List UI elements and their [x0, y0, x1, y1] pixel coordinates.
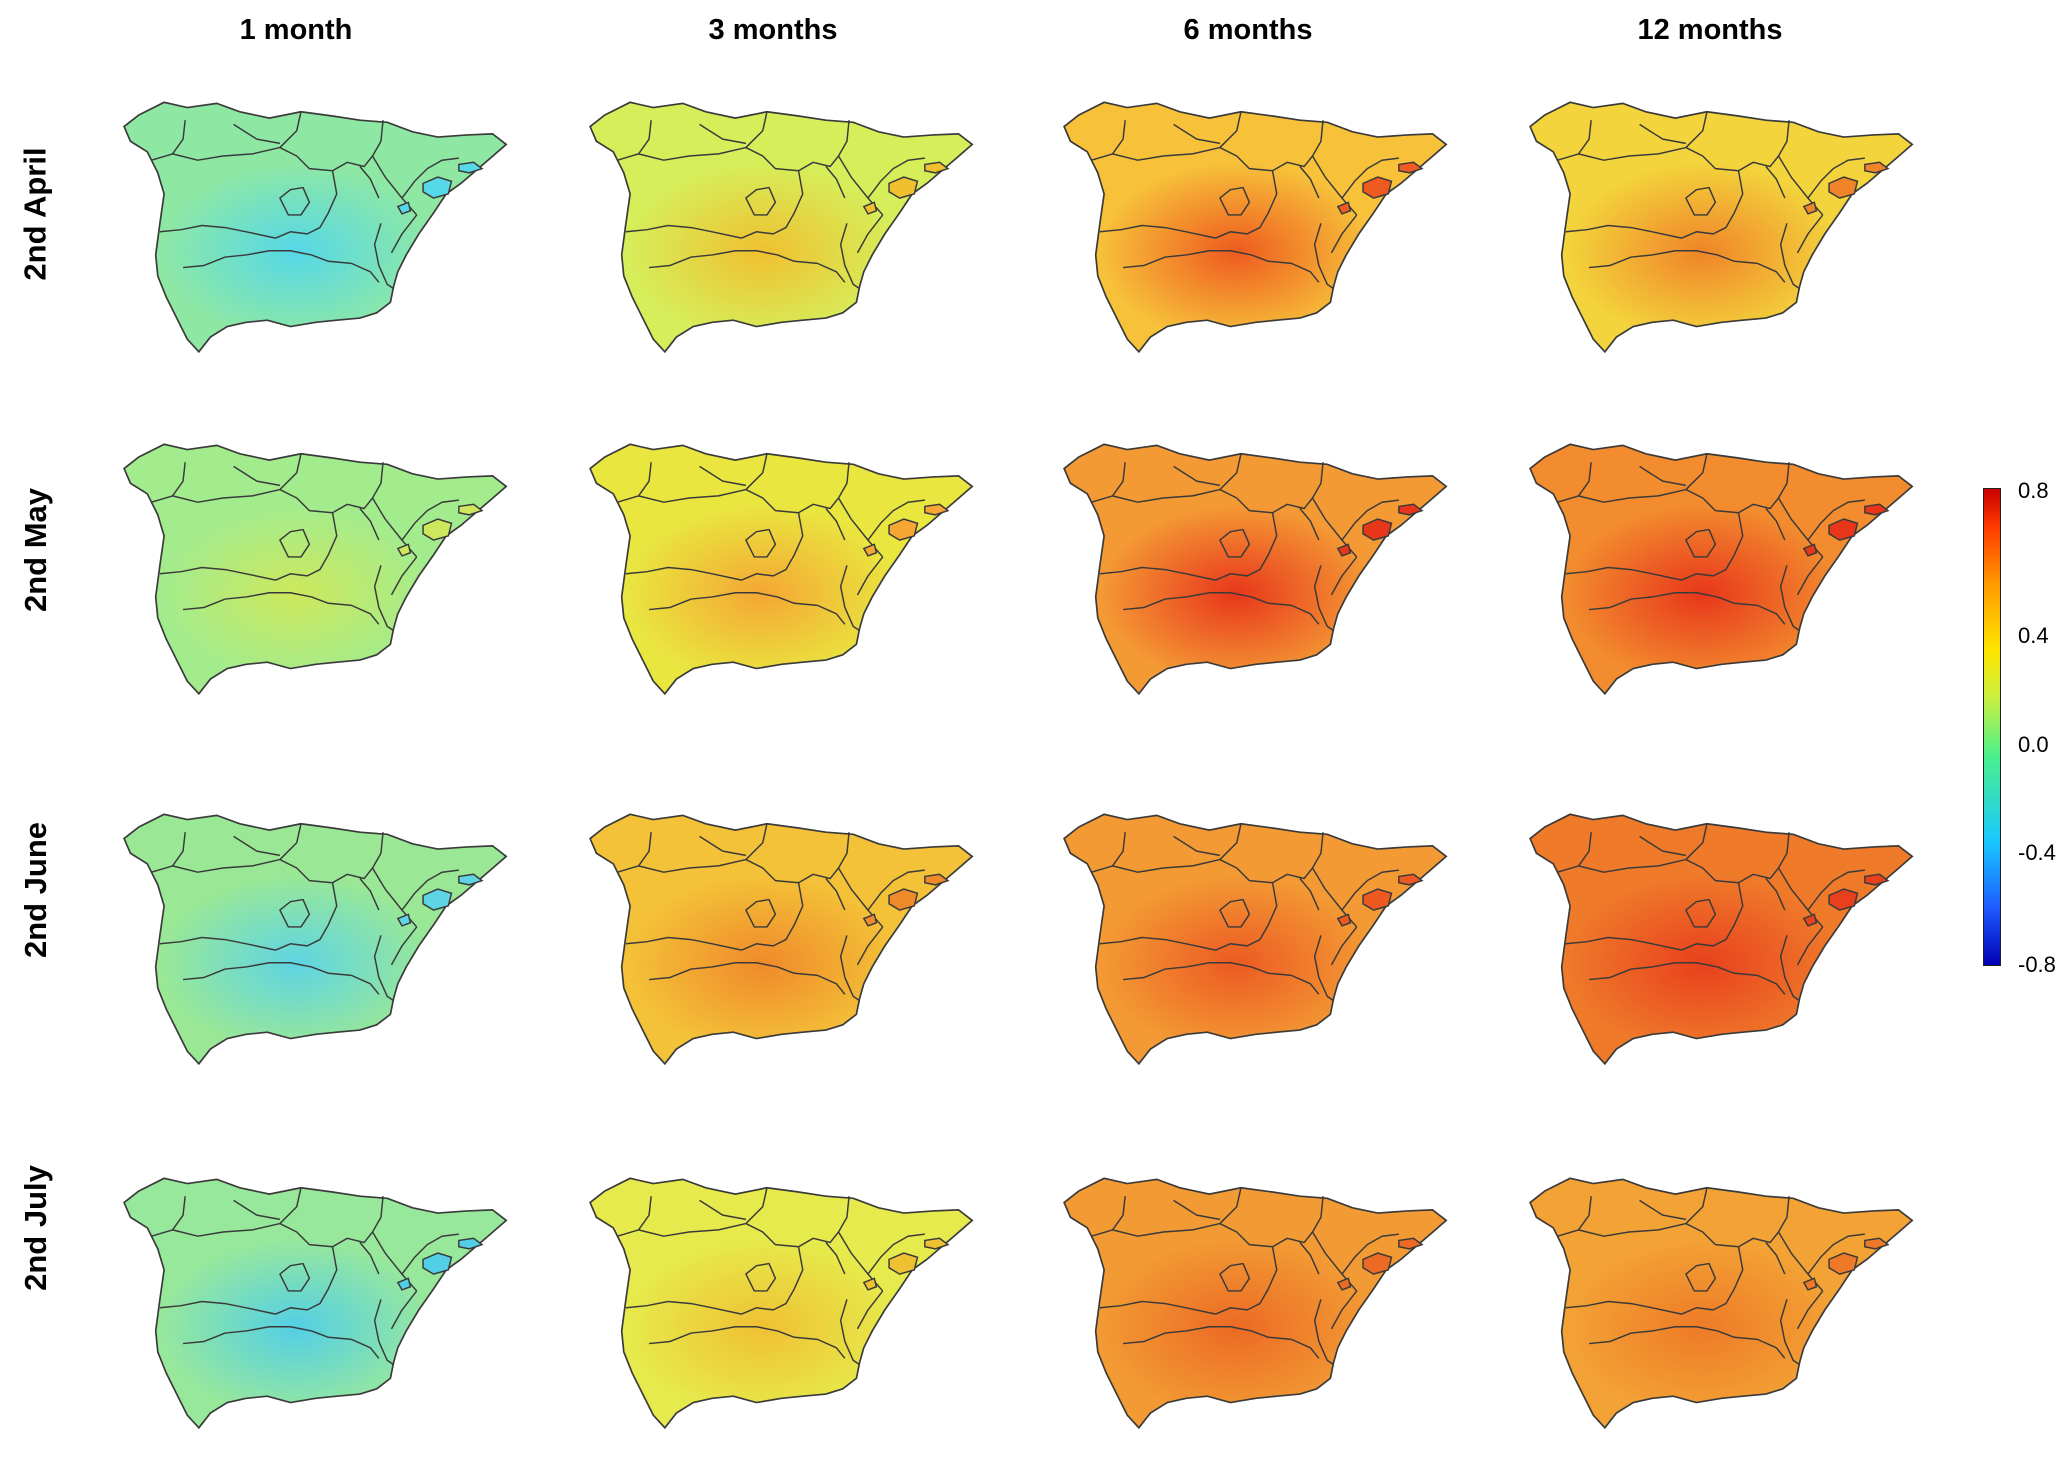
- map-panel-2nd-july-12-months: [1529, 1177, 1914, 1429]
- map-panel-2nd-june-12-months: [1529, 813, 1914, 1065]
- spain-shape: [1529, 813, 1914, 1065]
- colorbar-tick-0.4: 0.4: [2018, 623, 2049, 648]
- column-header-1-month: 1 month: [239, 14, 353, 46]
- map-panel-2nd-june-6-months: [1063, 813, 1448, 1065]
- spain-shape: [123, 1177, 508, 1429]
- map-panel-2nd-april-12-months: [1529, 101, 1914, 353]
- colorbar-tick-0.0: 0.0: [2018, 732, 2049, 757]
- map-panel-2nd-april-1-month: [123, 101, 508, 353]
- row-header-2nd-july: 2nd July: [18, 1165, 54, 1291]
- map-panel-2nd-june-1-month: [123, 813, 508, 1065]
- spain-shape: [1063, 1177, 1448, 1429]
- map-panel-2nd-july-1-month: [123, 1177, 508, 1429]
- spain-shape: [123, 813, 508, 1065]
- map-panel-2nd-july-3-months: [589, 1177, 974, 1429]
- spain-shape: [123, 101, 508, 353]
- spain-shape: [589, 1177, 974, 1429]
- map-panel-2nd-april-6-months: [1063, 101, 1448, 353]
- spain-shape: [589, 101, 974, 353]
- colorbar-tick-minus-0.8: -0.8: [2018, 952, 2056, 977]
- map-panel-2nd-april-3-months: [589, 101, 974, 353]
- map-panel-2nd-june-3-months: [589, 813, 974, 1065]
- spain-shape: [1063, 813, 1448, 1065]
- spain-shape: [1529, 1177, 1914, 1429]
- colorbar-tick-minus-0.4: -0.4: [2018, 840, 2056, 865]
- spain-shape: [1529, 101, 1914, 353]
- spain-shape: [589, 443, 974, 695]
- map-panel-2nd-may-6-months: [1063, 443, 1448, 695]
- spain-shape: [1529, 443, 1914, 695]
- spain-shape: [1063, 443, 1448, 695]
- map-panel-2nd-may-1-month: [123, 443, 508, 695]
- row-header-2nd-june: 2nd June: [18, 821, 53, 959]
- colorbar: [1983, 488, 2001, 966]
- colorbar-tick-0.8: 0.8: [2018, 478, 2049, 503]
- row-header-2nd-april: 2nd April: [18, 147, 54, 281]
- row-header-2nd-may: 2nd May: [18, 487, 53, 613]
- map-panel-2nd-may-3-months: [589, 443, 974, 695]
- spain-shape: [1063, 101, 1448, 353]
- spain-shape: [123, 443, 508, 695]
- map-panel-2nd-july-6-months: [1063, 1177, 1448, 1429]
- column-header-3-months: 3 months: [708, 14, 838, 46]
- column-header-6-months: 6 months: [1183, 14, 1313, 46]
- map-panel-2nd-may-12-months: [1529, 443, 1914, 695]
- column-header-12-months: 12 months: [1637, 14, 1783, 46]
- spain-shape: [589, 813, 974, 1065]
